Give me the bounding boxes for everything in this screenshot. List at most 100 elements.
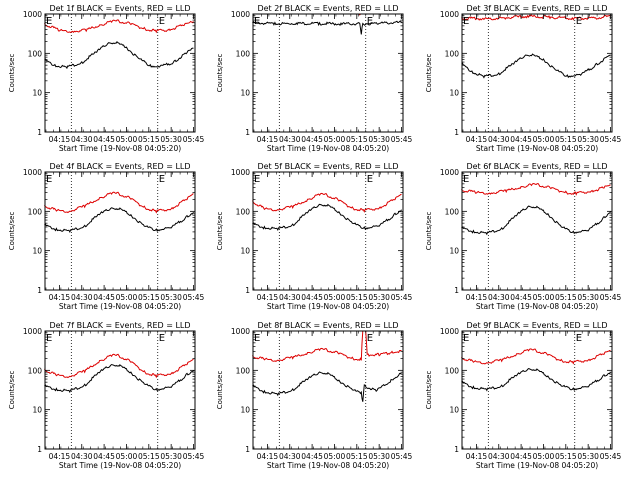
flag-label-right: E (367, 174, 373, 185)
x-tick-label: 05:45 (600, 293, 622, 302)
y-tick-label: 100 (28, 207, 43, 216)
flag-label-right: E (159, 16, 165, 27)
flag-label-left: E (254, 174, 260, 185)
x-tick-label: 05:15 (346, 135, 368, 144)
y-tick-label: 1000 (440, 10, 459, 19)
y-tick-label: 10 (240, 406, 250, 415)
y-tick-label: 10 (449, 406, 459, 415)
x-tick-label: 04:30 (71, 452, 93, 461)
x-tick-label: 05:30 (160, 135, 182, 144)
x-tick-label: 05:45 (391, 293, 413, 302)
y-tick-label: 10 (449, 89, 459, 98)
plot-frame (44, 13, 196, 133)
x-tick-label: 05:15 (346, 452, 368, 461)
flag-label-left: E (46, 174, 52, 185)
y-axis-label: Counts/sec (8, 371, 16, 410)
plot-frame (252, 330, 404, 450)
events-series-line (252, 20, 402, 35)
y-tick-label: 10 (32, 89, 42, 98)
x-tick-label: 05:30 (577, 293, 599, 302)
lld-series-line (461, 182, 611, 196)
y-tick-label: 100 (445, 49, 460, 58)
events-series-line (461, 205, 611, 236)
y-tick-label: 1000 (440, 168, 459, 177)
x-axis-label: Start Time (19-Nov-08 04:05:20) (476, 461, 598, 470)
x-tick-label: 05:15 (138, 135, 160, 144)
x-tick-label: 05:15 (555, 293, 577, 302)
x-tick-label: 04:30 (279, 452, 301, 461)
plot-frame (44, 330, 196, 450)
y-tick-label: 1 (454, 445, 459, 454)
x-axis-label: Start Time (19-Nov-08 04:05:20) (267, 144, 389, 153)
y-tick-label: 100 (445, 366, 460, 375)
y-axis-label: Counts/sec (8, 212, 16, 251)
x-tick-label: 04:45 (301, 452, 323, 461)
x-tick-label: 05:45 (183, 135, 205, 144)
x-tick-label: 05:00 (116, 293, 138, 302)
panel-det-3: Det 3f BLACK = Events, RED = LLD 1 10 100 10… (425, 4, 622, 153)
panel-det-6: Det 6f BLACK = Events, RED = LLD 1 10 100 10… (425, 162, 622, 311)
y-tick-label: 1000 (231, 10, 250, 19)
flag-label-left: E (463, 333, 469, 344)
x-tick-label: 05:00 (533, 293, 555, 302)
x-tick-label: 04:45 (301, 293, 323, 302)
panel-title: Det 4f BLACK = Events, RED = LLD (49, 162, 190, 171)
x-tick-label: 04:15 (466, 452, 488, 461)
x-axis-label: Start Time (19-Nov-08 04:05:20) (59, 302, 181, 311)
x-tick-label: 04:30 (488, 452, 510, 461)
y-axis-label: Counts/sec (425, 54, 433, 93)
panel-title: Det 7f BLACK = Events, RED = LLD (49, 321, 190, 330)
plot-frame (252, 13, 404, 133)
panel-det-5: Det 5f BLACK = Events, RED = LLD 1 10 100 10… (216, 162, 413, 311)
y-tick-label: 10 (449, 247, 459, 256)
y-tick-label: 100 (445, 207, 460, 216)
x-tick-label: 04:30 (71, 293, 93, 302)
panel-det-7: Det 7f BLACK = Events, RED = LLD 1 10 100 10… (8, 321, 205, 470)
x-tick-label: 05:15 (138, 452, 160, 461)
flag-label-left: E (46, 16, 52, 27)
x-tick-label: 04:15 (466, 135, 488, 144)
x-tick-label: 05:30 (368, 293, 390, 302)
panel-title: Det 5f BLACK = Events, RED = LLD (257, 162, 398, 171)
x-tick-label: 05:15 (555, 452, 577, 461)
lld-series-line (461, 348, 611, 365)
y-tick-label: 10 (240, 247, 250, 256)
x-tick-label: 05:45 (391, 452, 413, 461)
flag-label-left: E (254, 16, 260, 27)
x-tick-label: 05:45 (183, 293, 205, 302)
x-tick-label: 05:30 (577, 452, 599, 461)
events-series-line (44, 207, 194, 234)
y-axis-label: Counts/sec (216, 54, 224, 93)
panel-det-4: Det 4f BLACK = Events, RED = LLD 1 10 100 10… (8, 162, 205, 311)
x-tick-label: 04:45 (301, 135, 323, 144)
flag-label-left: E (463, 16, 469, 27)
x-axis-label: Start Time (19-Nov-08 04:05:20) (476, 302, 598, 311)
x-tick-label: 05:00 (324, 452, 346, 461)
y-tick-label: 1 (37, 128, 42, 137)
x-tick-label: 05:30 (368, 135, 390, 144)
events-series-line (252, 203, 402, 232)
plot-frame (461, 171, 613, 291)
y-tick-label: 1 (454, 128, 459, 137)
flag-label-left: E (254, 333, 260, 344)
y-axis-label: Counts/sec (425, 371, 433, 410)
x-tick-label: 05:00 (116, 135, 138, 144)
x-tick-label: 05:30 (577, 135, 599, 144)
panel-det-8: Det 8f BLACK = Events, RED = LLD 1 10 100 10… (216, 321, 413, 470)
x-tick-label: 04:15 (257, 135, 279, 144)
panel-det-2: Det 2f BLACK = Events, RED = LLD 1 10 100 10… (216, 4, 413, 153)
x-tick-label: 05:00 (324, 293, 346, 302)
panel-title: Det 6f BLACK = Events, RED = LLD (466, 162, 607, 171)
y-tick-label: 10 (240, 89, 250, 98)
events-series-line (44, 41, 194, 70)
y-axis-label: Counts/sec (425, 212, 433, 251)
flag-label-right: E (159, 174, 165, 185)
plot-frame (461, 13, 613, 133)
x-tick-label: 05:00 (116, 452, 138, 461)
x-axis-label: Start Time (19-Nov-08 04:05:20) (267, 302, 389, 311)
lld-series-line (44, 19, 194, 34)
x-tick-label: 05:15 (138, 293, 160, 302)
x-axis-label: Start Time (19-Nov-08 04:05:20) (59, 144, 181, 153)
y-tick-label: 100 (236, 366, 251, 375)
flag-label-right: E (576, 333, 582, 344)
